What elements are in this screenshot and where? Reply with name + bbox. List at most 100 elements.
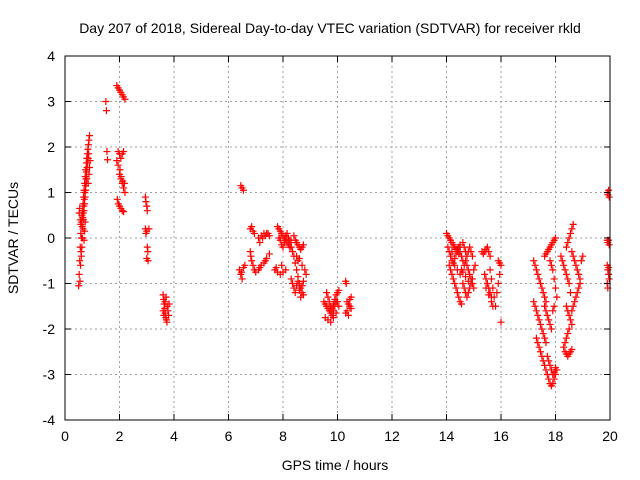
data-point: [276, 236, 284, 244]
data-point: [575, 284, 583, 292]
data-point: [572, 293, 580, 301]
data-point: [451, 254, 459, 262]
data-point: [116, 166, 124, 174]
data-point: [530, 257, 538, 265]
data-point: [553, 293, 561, 301]
data-point: [487, 275, 495, 283]
data-point: [121, 95, 129, 103]
data-point: [102, 107, 110, 115]
data-point: [334, 298, 341, 306]
data-point: [490, 293, 498, 301]
data-point: [564, 330, 572, 338]
data-point: [289, 248, 297, 256]
data-point: [452, 284, 460, 292]
data-point: [546, 257, 554, 265]
data-point: [247, 252, 255, 260]
data-point: [557, 252, 565, 260]
x-tick-label: 6: [225, 428, 233, 444]
data-point: [145, 225, 153, 233]
data-point: [460, 243, 468, 251]
data-point: [464, 277, 472, 285]
data-point: [117, 173, 125, 181]
data-point: [82, 186, 90, 194]
data-point: [483, 280, 491, 287]
data-point: [463, 293, 471, 301]
data-point: [549, 307, 557, 315]
data-point: [75, 282, 83, 290]
data-point: [541, 302, 549, 310]
data-point: [329, 300, 337, 308]
data-point: [459, 239, 467, 247]
data-point: [565, 280, 573, 287]
data-point: [85, 150, 93, 158]
data-point: [449, 275, 457, 283]
data-point: [272, 264, 280, 272]
data-point: [542, 298, 550, 306]
data-point: [347, 305, 355, 313]
data-point: [550, 375, 558, 383]
data-point: [80, 207, 88, 215]
data-point: [561, 339, 569, 347]
data-point: [287, 275, 295, 283]
data-point: [464, 289, 472, 297]
data-point: [342, 280, 350, 287]
data-point: [118, 207, 126, 215]
data-point: [324, 293, 332, 301]
data-point: [571, 257, 579, 265]
data-point: [77, 220, 85, 228]
y-tick-label: 4: [47, 48, 55, 64]
data-point: [482, 284, 490, 292]
data-point: [279, 243, 287, 251]
data-point: [264, 229, 272, 237]
data-point: [576, 280, 584, 287]
data-point: [486, 266, 494, 274]
data-point: [84, 179, 92, 187]
data-point: [468, 275, 476, 283]
data-point: [287, 243, 295, 251]
data-point: [163, 318, 171, 326]
x-tick-label: 18: [548, 428, 564, 444]
data-point: [566, 289, 574, 297]
data-point: [102, 98, 110, 105]
data-point: [569, 252, 577, 260]
data-point: [496, 270, 504, 278]
data-point: [483, 243, 491, 251]
x-tick-label: 16: [493, 428, 509, 444]
data-point: [161, 298, 169, 306]
data-point: [568, 345, 576, 353]
data-point: [541, 334, 549, 342]
data-point: [447, 252, 455, 260]
data-point: [142, 198, 150, 206]
x-tick-label: 2: [116, 428, 124, 444]
data-point: [462, 257, 470, 265]
data-point: [549, 380, 557, 388]
data-point: [543, 311, 551, 319]
data-point: [248, 223, 256, 231]
data-point: [329, 314, 337, 322]
data-point: [165, 311, 173, 319]
data-point: [290, 232, 298, 240]
data-point: [323, 289, 331, 297]
data-point: [550, 275, 558, 283]
data-point: [83, 175, 91, 183]
data-point: [328, 305, 336, 313]
data-point: [455, 293, 463, 301]
data-point: [76, 257, 84, 265]
data-point: [534, 339, 542, 347]
data-point: [444, 243, 452, 251]
data-point: [605, 264, 613, 272]
y-tick-label: -1: [43, 276, 56, 292]
data-point: [335, 286, 343, 294]
data-point: [541, 293, 549, 301]
data-point: [562, 270, 570, 278]
data-point: [605, 275, 613, 283]
data-point: [564, 307, 572, 315]
data-point: [283, 229, 291, 237]
data-point: [81, 200, 89, 208]
x-tick-label: 20: [602, 428, 618, 444]
data-point: [547, 261, 555, 269]
data-point: [238, 275, 246, 283]
data-point: [535, 343, 543, 351]
data-point: [564, 275, 572, 283]
